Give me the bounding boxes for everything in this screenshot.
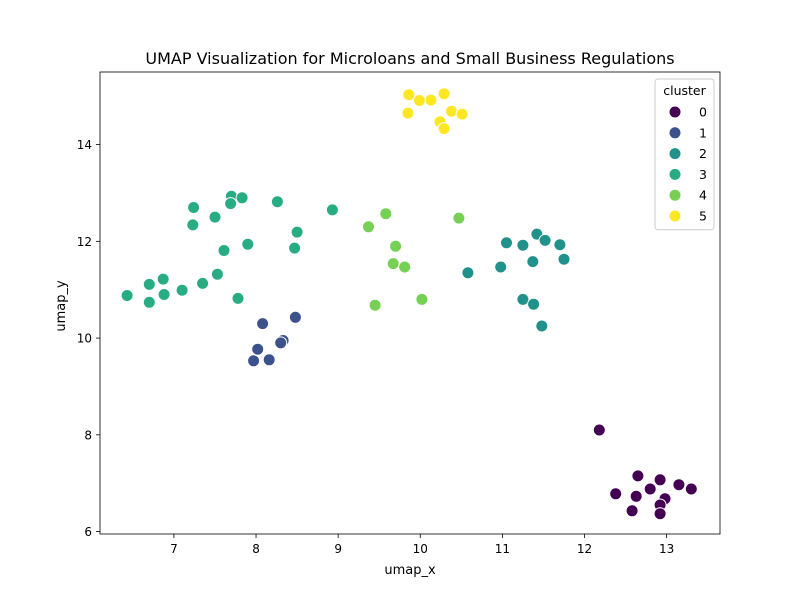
cluster-5-point: [437, 122, 451, 136]
legend-marker-1: [668, 126, 682, 140]
cluster-3-point: [156, 272, 170, 286]
x-tick-label: 13: [659, 542, 674, 556]
cluster-2-point: [500, 236, 513, 250]
cluster-2-point: [461, 266, 475, 280]
x-tick-label: 12: [577, 542, 592, 556]
cluster-1-point: [247, 354, 261, 368]
cluster-4-point: [362, 220, 375, 234]
cluster-3-point: [224, 197, 238, 211]
cluster-0-point: [643, 482, 657, 496]
cluster-1-point: [251, 342, 265, 356]
cluster-1-point: [288, 310, 302, 324]
cluster-3-point: [217, 244, 231, 257]
cluster-2-point: [553, 238, 567, 252]
cluster-3-point: [288, 241, 302, 255]
cluster-3-point: [210, 267, 224, 281]
cluster-1-point: [256, 317, 270, 331]
cluster-3-point: [187, 201, 201, 214]
x-tick-label: 9: [334, 542, 342, 556]
cluster-2-point: [535, 319, 549, 333]
cluster-3-point: [235, 191, 249, 205]
legend: cluster 0 1 2 3 4 5: [654, 78, 715, 231]
y-tick-label: 6: [84, 525, 92, 539]
cluster-1-point: [274, 336, 288, 350]
cluster-0-point: [672, 478, 686, 492]
legend-label-2: 2: [699, 146, 707, 161]
cluster-3-point: [290, 225, 304, 239]
cluster-3-point: [270, 195, 284, 209]
x-tick-label: 10: [413, 542, 428, 556]
cluster-5-point: [455, 107, 469, 121]
cluster-3-point: [208, 210, 222, 224]
y-axis-label: umap_y: [54, 280, 69, 332]
axes-frame: [99, 71, 721, 535]
cluster-3-point: [231, 291, 245, 305]
cluster-4-point: [379, 207, 393, 221]
legend-marker-3: [668, 167, 682, 181]
cluster-4-point: [389, 239, 403, 253]
cluster-5-point: [424, 93, 438, 107]
cluster-0-point: [625, 504, 639, 518]
cluster-2-point: [516, 292, 530, 306]
legend-marker-4: [668, 188, 682, 202]
x-tick-label: 8: [252, 542, 260, 556]
cluster-2-point: [494, 260, 508, 274]
cluster-2-point: [538, 233, 552, 247]
cluster-4-point: [452, 211, 466, 225]
cluster-5-point: [445, 104, 458, 118]
x-tick-label: 11: [495, 542, 510, 556]
y-tick-label: 12: [77, 235, 92, 249]
cluster-0-point: [653, 507, 667, 521]
cluster-3-point: [196, 276, 210, 290]
cluster-3-point: [241, 237, 255, 251]
cluster-2-point: [526, 255, 540, 269]
legend-title: cluster: [663, 83, 706, 98]
cluster-3-point: [157, 288, 171, 301]
chart-title: UMAP Visualization for Microloans and Sm…: [145, 49, 674, 68]
cluster-2-point: [557, 252, 571, 266]
cluster-3-point: [120, 289, 134, 302]
cluster-0-point: [653, 473, 667, 487]
cluster-5-point: [412, 94, 426, 107]
cluster-3-point: [175, 283, 189, 297]
y-tick-label: 10: [77, 332, 92, 346]
cluster-3-point: [142, 277, 156, 291]
cluster-3-point: [186, 218, 200, 232]
cluster-0-point: [684, 482, 698, 496]
cluster-3-point: [142, 295, 156, 309]
cluster-1-point: [262, 353, 276, 367]
x-axis-label: umap_x: [384, 563, 436, 578]
cluster-2-point: [516, 238, 530, 252]
legend-marker-2: [668, 147, 682, 161]
cluster-5-point: [401, 106, 415, 120]
cluster-0-point: [629, 489, 643, 503]
cluster-2-point: [527, 297, 541, 311]
y-tick-label: 14: [77, 138, 92, 152]
legend-label-1: 1: [699, 125, 707, 140]
y-tick-label: 8: [84, 428, 92, 442]
legend-label-5: 5: [699, 209, 707, 224]
x-tick-label: 7: [170, 542, 178, 556]
cluster-0-point: [609, 487, 623, 501]
cluster-3-point: [325, 203, 339, 217]
cluster-4-point: [386, 257, 400, 271]
cluster-5-point: [402, 88, 416, 102]
cluster-4-point: [398, 260, 412, 274]
legend-marker-5: [668, 209, 682, 223]
cluster-0-point: [592, 423, 606, 437]
cluster-0-point: [631, 469, 645, 483]
legend-label-3: 3: [699, 167, 707, 182]
legend-marker-0: [668, 105, 682, 119]
legend-label-4: 4: [699, 188, 707, 203]
cluster-4-point: [368, 298, 382, 312]
legend-label-0: 0: [699, 105, 707, 120]
cluster-4-point: [415, 292, 429, 306]
cluster-5-point: [437, 87, 451, 101]
